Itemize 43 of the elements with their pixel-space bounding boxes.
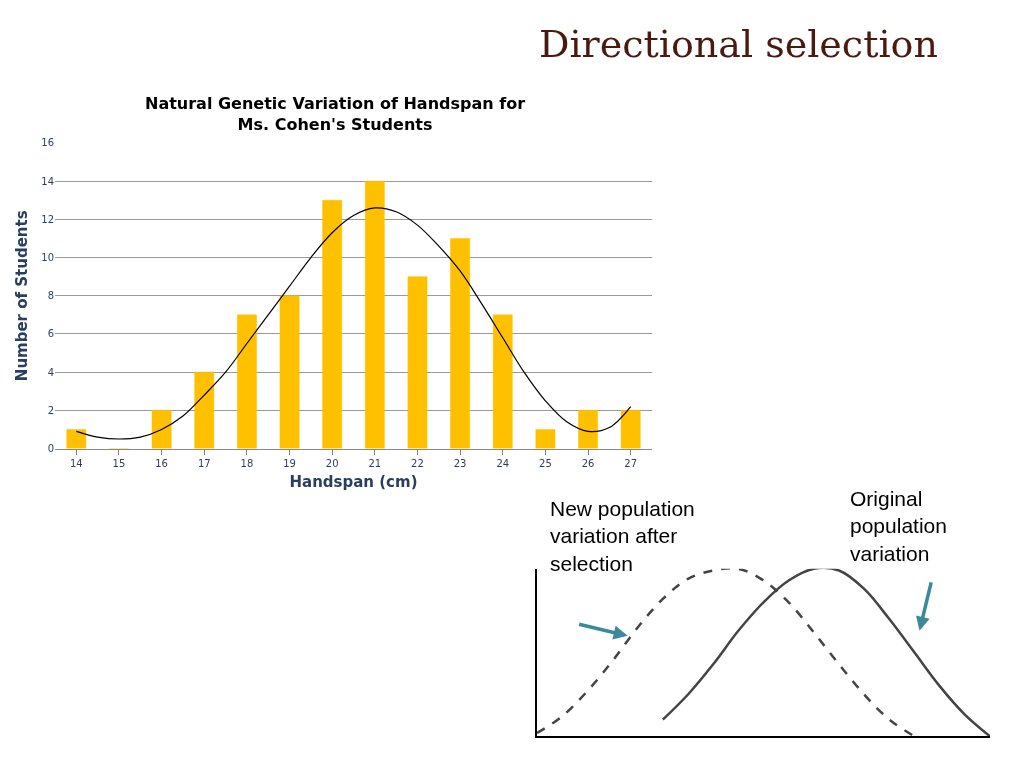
bar xyxy=(578,410,598,449)
bar xyxy=(322,200,343,449)
series-label: New population variation after selection xyxy=(550,497,695,575)
x-tick-label: 20 xyxy=(325,457,339,469)
bar xyxy=(407,276,428,449)
y-tick-label: 10 xyxy=(41,252,54,264)
y-tick-label: 0 xyxy=(47,443,54,455)
bar xyxy=(66,429,87,449)
x-tick-label: 27 xyxy=(624,457,638,469)
chart-title: Natural Genetic Variation of Handspan for Ms. Cohen's Students xyxy=(145,94,526,134)
x-tick-label: 25 xyxy=(539,457,552,469)
x-tick-label: 24 xyxy=(496,457,510,469)
line-series xyxy=(75,207,632,440)
x-tick-label: 17 xyxy=(197,457,211,469)
x-tick-label: 26 xyxy=(581,457,595,469)
x-tick-label: 16 xyxy=(155,457,168,469)
x-axis-title: Handspan (cm) xyxy=(289,472,418,491)
y-tick-label: 16 xyxy=(41,137,54,149)
series-label: Original population variation xyxy=(850,487,947,565)
text: Directional selection xyxy=(539,22,938,66)
bar xyxy=(450,238,470,449)
x-tick-label: 15 xyxy=(112,457,126,469)
y-tick-label: 14 xyxy=(41,175,54,187)
bar xyxy=(620,410,641,449)
y-tick-label: 4 xyxy=(47,366,54,378)
y-tick-label: 8 xyxy=(47,290,54,302)
bar xyxy=(535,429,556,449)
x-tick-label: 19 xyxy=(283,457,296,469)
bar xyxy=(279,295,300,449)
y-tick-label: 2 xyxy=(47,404,54,416)
y-axis-title: Number of Students xyxy=(12,210,31,382)
x-tick-label: 23 xyxy=(453,457,467,469)
y-tick-label: 6 xyxy=(47,328,54,340)
bar xyxy=(194,371,215,449)
bar xyxy=(237,314,257,449)
x-tick-label: 18 xyxy=(240,457,254,469)
bar xyxy=(364,180,385,449)
x-tick-label: 21 xyxy=(368,457,382,469)
bar xyxy=(492,314,513,449)
x-tick-label: 14 xyxy=(69,457,83,469)
x-tick-label: 22 xyxy=(411,457,424,469)
y-tick-label: 12 xyxy=(41,213,54,225)
bar xyxy=(151,410,172,449)
